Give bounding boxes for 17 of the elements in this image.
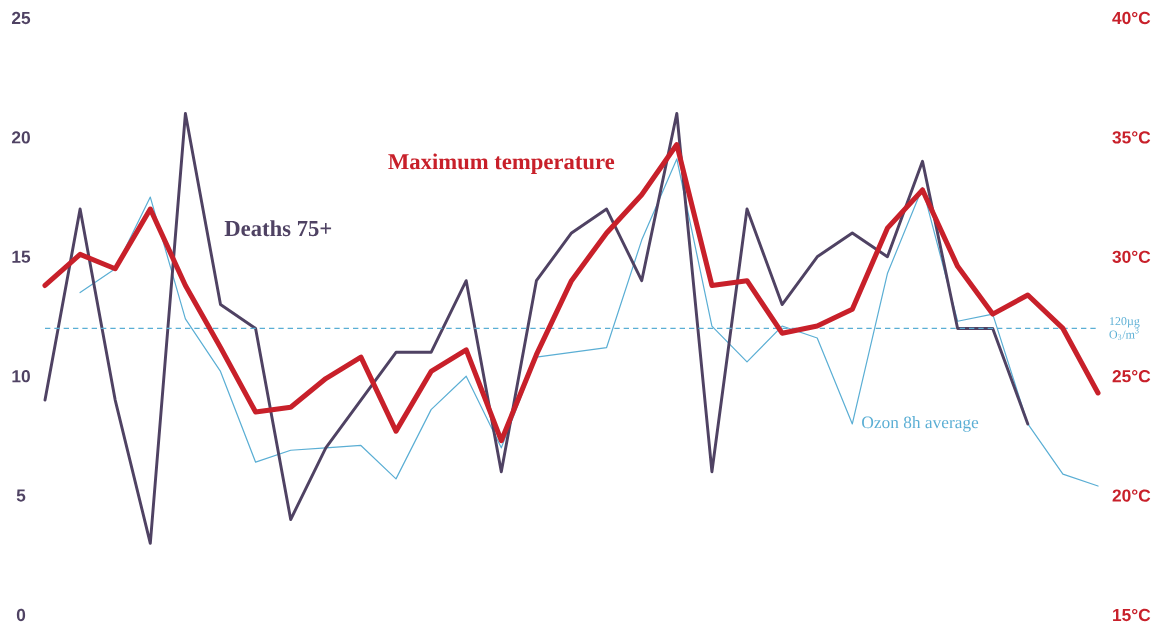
y-tick-label: 15	[12, 250, 31, 263]
y2-tick-label: 30°C	[1112, 250, 1151, 263]
y-tick-label: 25	[11, 11, 31, 25]
y-tick-label: 10	[12, 370, 30, 383]
y2-tick-label: 40°C	[1112, 11, 1151, 25]
series-label: Deaths 75+	[224, 220, 332, 237]
y2-tick-label: 20°C	[1112, 489, 1151, 502]
y-tick-label: 0	[16, 608, 26, 622]
y2-tick-label: 15°C	[1113, 608, 1151, 622]
y2-tick-label: 35°C	[1112, 131, 1151, 144]
y2-tick-label: 25°C	[1112, 370, 1151, 383]
series-label: Ozon 8h average	[862, 416, 979, 432]
y-tick-label: 20	[11, 131, 30, 144]
line-series	[43, 112, 1030, 545]
series-label: Maximum temperature	[388, 153, 615, 174]
ref-line-label: 120µg O$_{3}$/m$^{3}$	[1109, 317, 1140, 340]
y-tick-label: 5	[16, 489, 26, 502]
